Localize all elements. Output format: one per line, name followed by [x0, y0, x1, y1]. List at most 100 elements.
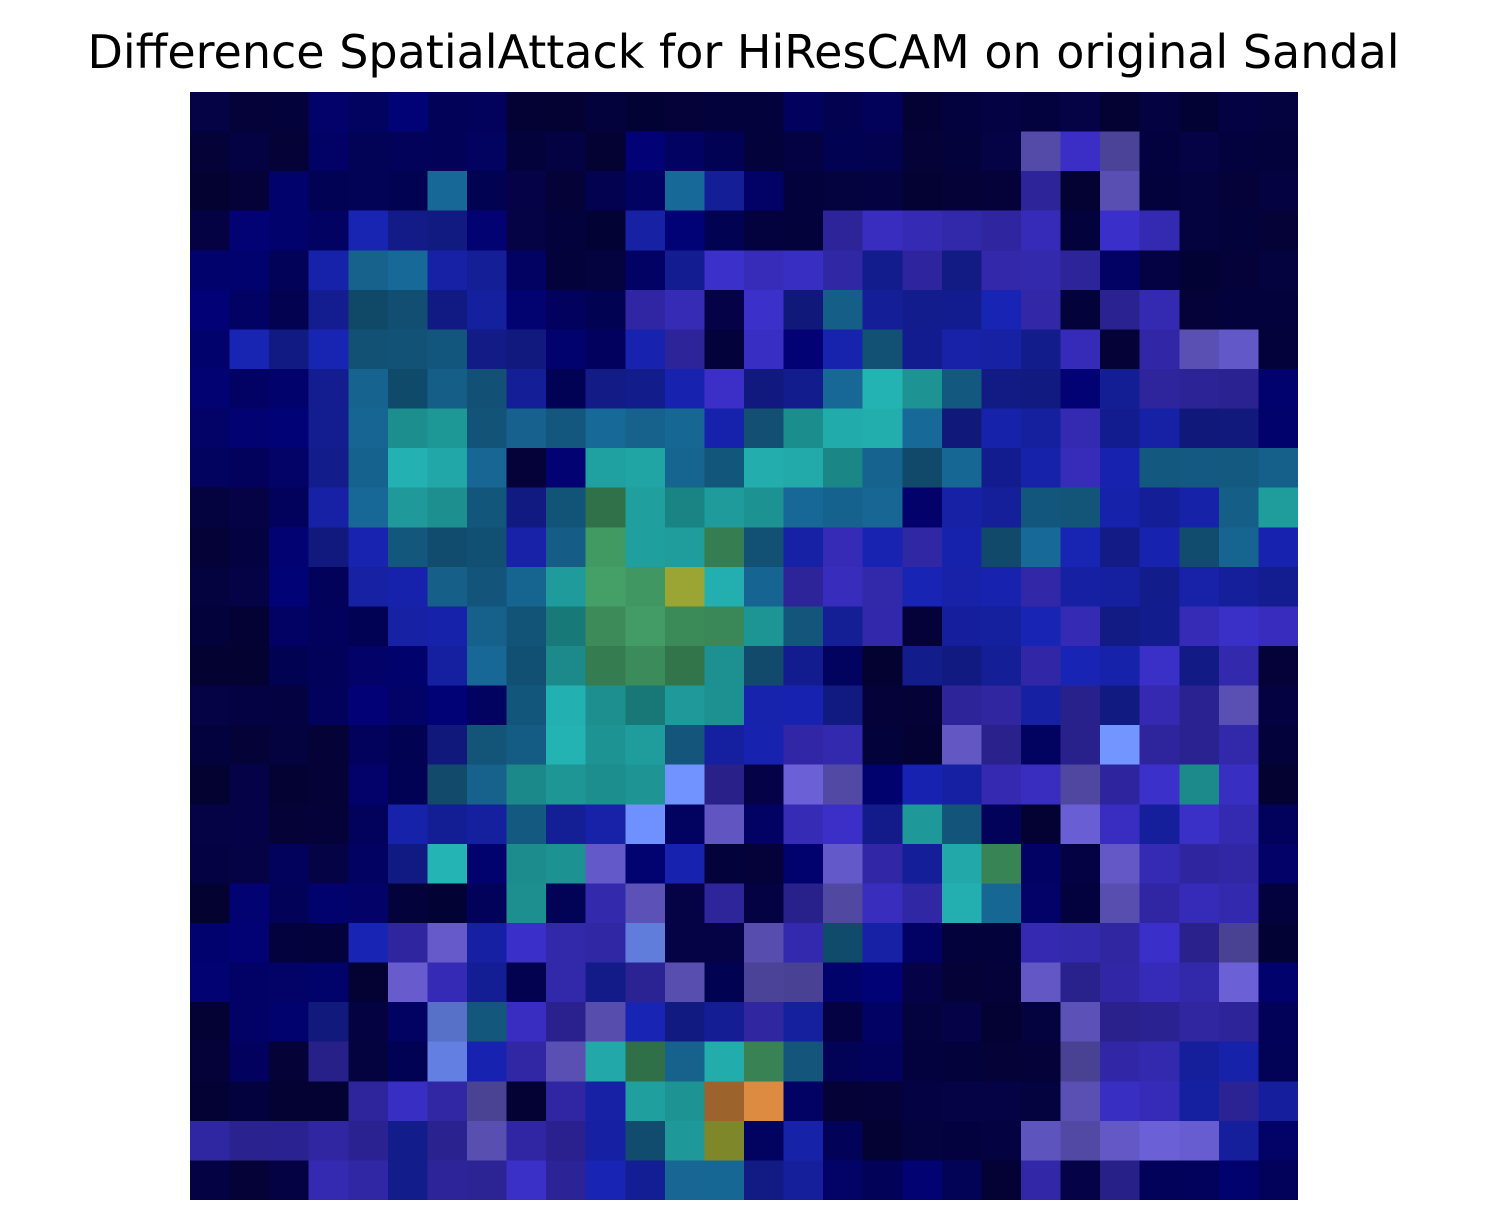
heatmap-cell	[269, 289, 309, 330]
heatmap-cell	[744, 606, 784, 646]
heatmap-cell	[823, 408, 863, 449]
heatmap-cell	[348, 764, 388, 805]
heatmap-cell	[823, 923, 863, 963]
heatmap-cell	[269, 1002, 309, 1042]
heatmap-cell	[744, 289, 784, 330]
heatmap-cell	[467, 1041, 507, 1082]
heatmap-cell	[1100, 566, 1140, 607]
heatmap-cell	[387, 369, 428, 409]
heatmap-cell	[427, 1081, 467, 1121]
heatmap-cell	[308, 527, 349, 567]
heatmap-cell	[506, 448, 547, 488]
heatmap-cell	[1179, 289, 1219, 330]
heatmap-cell	[941, 369, 982, 409]
heatmap-cell	[783, 289, 824, 330]
heatmap-cell	[902, 1081, 942, 1121]
heatmap-cell	[1060, 487, 1101, 528]
heatmap-cell	[387, 408, 428, 449]
heatmap-cell	[981, 369, 1021, 409]
heatmap-cell	[981, 329, 1021, 369]
heatmap-cell	[744, 804, 784, 844]
heatmap-cell	[744, 725, 784, 765]
heatmap-cell	[1060, 171, 1101, 211]
heatmap-cell	[190, 646, 230, 686]
heatmap-cell	[190, 923, 230, 963]
heatmap-cell	[902, 369, 942, 409]
heatmap-cell	[823, 448, 863, 488]
heatmap-cell	[269, 487, 309, 528]
heatmap-cell	[1139, 92, 1180, 132]
heatmap-cell	[1021, 804, 1061, 844]
heatmap-cell	[467, 923, 507, 963]
heatmap-cell	[1179, 1002, 1219, 1042]
heatmap-cell	[902, 1160, 942, 1200]
heatmap-cell	[1021, 1160, 1061, 1200]
heatmap-cell	[190, 171, 230, 211]
heatmap-cell	[1258, 843, 1298, 884]
heatmap-cell	[783, 883, 824, 923]
heatmap-cell	[427, 725, 467, 765]
heatmap-cell	[229, 725, 270, 765]
heatmap-cell	[1139, 1002, 1180, 1042]
heatmap-cell	[704, 289, 744, 330]
heatmap-cell	[229, 1160, 270, 1200]
heatmap-cell	[467, 566, 507, 607]
heatmap-cell	[981, 685, 1021, 726]
heatmap-cell	[1218, 369, 1259, 409]
heatmap-cell	[467, 804, 507, 844]
heatmap-cell	[348, 1120, 388, 1161]
heatmap-cell	[1060, 210, 1101, 251]
heatmap-cell	[427, 843, 467, 884]
heatmap-cell	[1100, 962, 1140, 1003]
heatmap-cell	[981, 923, 1021, 963]
heatmap-cell	[190, 1160, 230, 1200]
heatmap-cell	[1060, 131, 1101, 172]
heatmap-cell	[664, 210, 705, 251]
heatmap-cell	[941, 131, 982, 172]
heatmap-cell	[1100, 804, 1140, 844]
heatmap-cell	[1218, 250, 1259, 290]
heatmap-cell	[744, 527, 784, 567]
heatmap-cell	[981, 646, 1021, 686]
heatmap-cell	[229, 1041, 270, 1082]
heatmap-cell	[269, 962, 309, 1003]
heatmap-cell	[744, 1002, 784, 1042]
heatmap-cell	[1258, 487, 1298, 528]
heatmap-cell	[1021, 131, 1061, 172]
heatmap-cell	[1139, 685, 1180, 726]
heatmap-cell	[744, 883, 784, 923]
heatmap-cell	[704, 1120, 744, 1161]
heatmap-cell	[269, 646, 309, 686]
heatmap-cell	[506, 1120, 547, 1161]
figure-title: Difference SpatialAttack for HiResCAM on…	[87, 25, 1400, 79]
heatmap-cell	[190, 527, 230, 567]
heatmap-cell	[190, 408, 230, 449]
heatmap-cell	[625, 725, 665, 765]
heatmap-cell	[783, 606, 824, 646]
heatmap-cell	[190, 487, 230, 528]
heatmap-cell	[1100, 764, 1140, 805]
heatmap-cell	[704, 527, 744, 567]
heatmap-cell	[1021, 923, 1061, 963]
heatmap-cell	[981, 1120, 1021, 1161]
heatmap-cell	[783, 487, 824, 528]
heatmap-cell	[308, 329, 349, 369]
heatmap-cell	[1100, 1081, 1140, 1121]
heatmap-cell	[625, 448, 665, 488]
heatmap-cell	[625, 408, 665, 449]
heatmap-cell	[783, 1002, 824, 1042]
heatmap-cell	[1139, 527, 1180, 567]
heatmap-cell	[1218, 764, 1259, 805]
heatmap-cell	[704, 725, 744, 765]
heatmap-cell	[1060, 1120, 1101, 1161]
heatmap-cell	[387, 646, 428, 686]
heatmap-cell	[1179, 883, 1219, 923]
heatmap-cell	[1021, 408, 1061, 449]
heatmap-cell	[1179, 1120, 1219, 1161]
heatmap-cell	[546, 804, 586, 844]
heatmap-cell	[625, 369, 665, 409]
heatmap-cell	[862, 171, 903, 211]
heatmap-cell	[1139, 646, 1180, 686]
heatmap-cell	[1258, 1081, 1298, 1121]
heatmap-cell	[229, 171, 270, 211]
